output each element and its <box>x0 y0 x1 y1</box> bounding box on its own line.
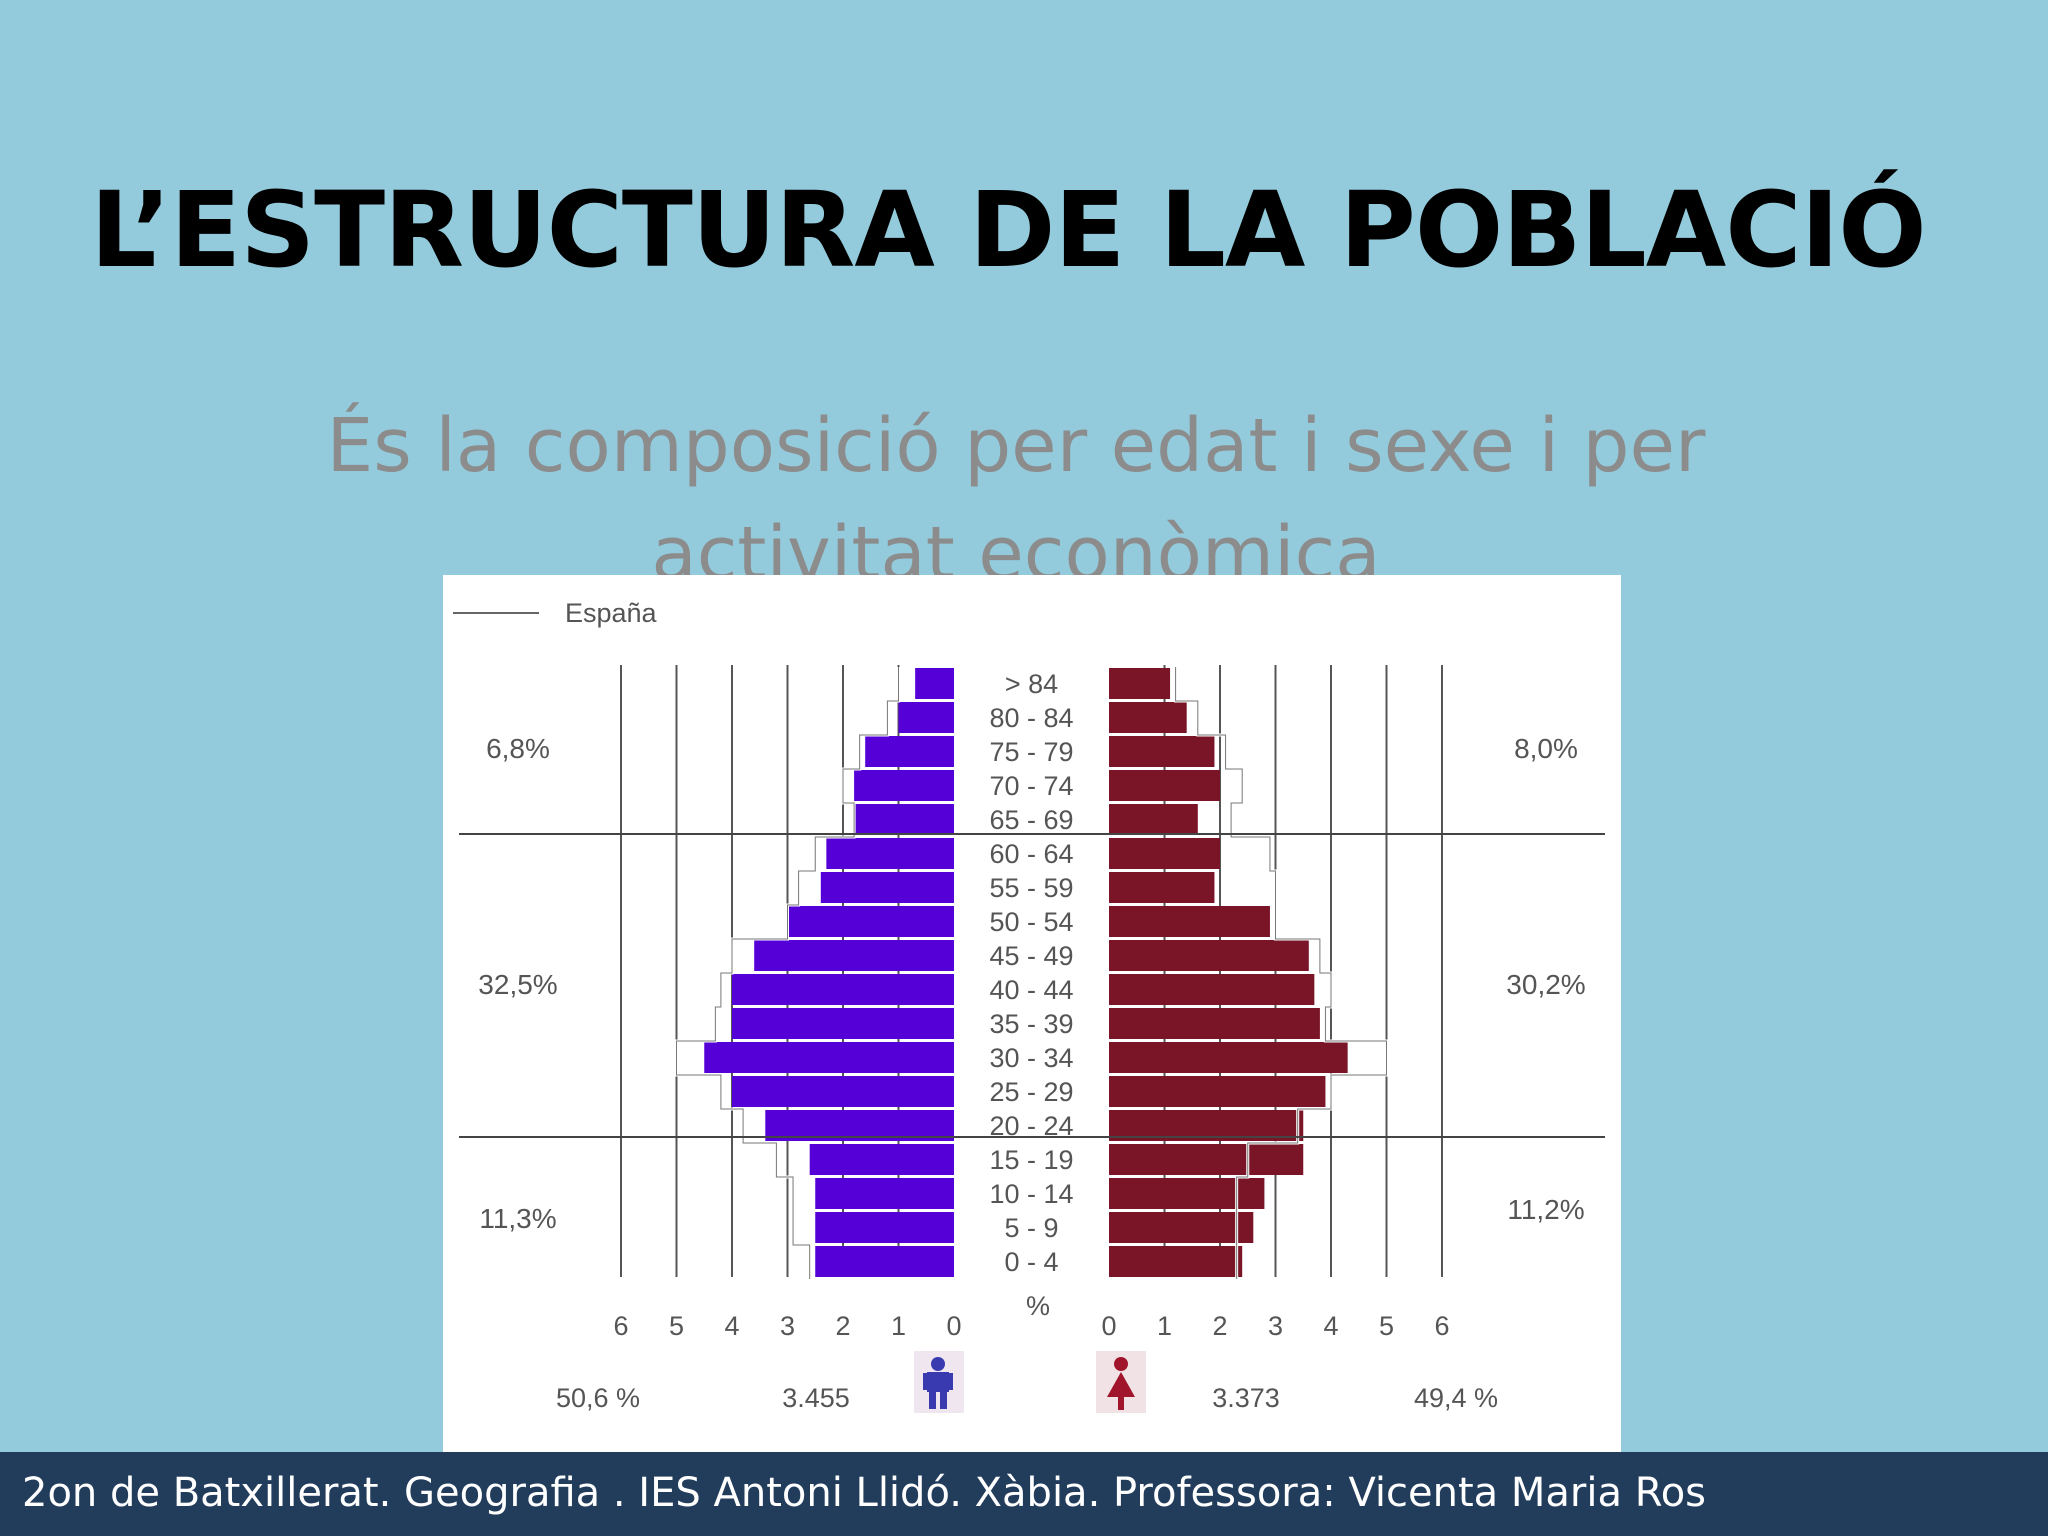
male-bar-14 <box>809 1144 954 1175</box>
slide-subtitle: És la composició per edat i sexe i per a… <box>0 392 2032 608</box>
group-15-64-right-pct: 30,2% <box>1506 969 1585 1000</box>
female-bar-4 <box>1109 804 1198 835</box>
male-bar-16 <box>815 1212 954 1243</box>
age-label-16: 5 - 9 <box>1004 1213 1058 1243</box>
age-label-0: > 84 <box>1005 669 1058 699</box>
female-bar-14 <box>1109 1144 1304 1175</box>
female-bar-1 <box>1109 702 1187 733</box>
male-bar-17 <box>815 1246 954 1277</box>
male-population-total: 3.455 <box>782 1383 850 1413</box>
age-label-5: 60 - 64 <box>989 839 1073 869</box>
male-bar-11 <box>704 1042 954 1073</box>
female-bar-8 <box>1109 940 1309 971</box>
male-bar-8 <box>754 940 954 971</box>
age-label-6: 55 - 59 <box>989 873 1073 903</box>
age-label-4: 65 - 69 <box>989 805 1073 835</box>
female-bar-12 <box>1109 1076 1326 1107</box>
age-label-12: 25 - 29 <box>989 1077 1073 1107</box>
male-bar-2 <box>865 736 954 767</box>
slide-title: L’ESTRUCTURA DE LA POBLACIÓ <box>90 169 1926 291</box>
age-label-15: 10 - 14 <box>989 1179 1073 1209</box>
male-percent-total: 50,6 % <box>556 1383 640 1413</box>
legend-label: España <box>565 598 658 628</box>
group-0-14-left-pct: 11,3% <box>479 1203 556 1234</box>
female-population-total: 3.373 <box>1212 1383 1280 1413</box>
male-bar-7 <box>787 906 954 937</box>
male-bar-4 <box>854 804 954 835</box>
reference-line-left <box>676 667 899 1279</box>
female-icon <box>1096 1351 1146 1413</box>
tick-left-1: 1 <box>891 1311 906 1341</box>
tick-left-6: 6 <box>613 1311 628 1341</box>
female-bar-11 <box>1109 1042 1348 1073</box>
group-15-64-left-pct: 32,5% <box>478 969 557 1000</box>
male-bar-10 <box>732 1008 954 1039</box>
female-bar-17 <box>1109 1246 1243 1277</box>
age-label-14: 15 - 19 <box>989 1145 1073 1175</box>
tick-right-1: 1 <box>1157 1311 1172 1341</box>
subtitle-line-1: És la composició per edat i sexe i per <box>326 403 1706 489</box>
unit-label: % <box>1026 1291 1050 1321</box>
female-bar-15 <box>1109 1178 1265 1209</box>
footer-bar: 2on de Batxillerat. Geografia . IES Anto… <box>0 1452 2048 1536</box>
age-label-3: 70 - 74 <box>989 771 1073 801</box>
tick-right-2: 2 <box>1212 1311 1227 1341</box>
age-label-8: 45 - 49 <box>989 941 1073 971</box>
female-bar-0 <box>1109 668 1171 699</box>
footer-text: 2on de Batxillerat. Geografia . IES Anto… <box>22 1470 1707 1516</box>
tick-right-6: 6 <box>1434 1311 1449 1341</box>
group-0-14-right-pct: 11,2% <box>1507 1194 1584 1225</box>
age-label-1: 80 - 84 <box>989 703 1073 733</box>
male-bar-6 <box>820 872 954 903</box>
tick-left-0: 0 <box>946 1311 961 1341</box>
age-label-13: 20 - 24 <box>989 1111 1073 1141</box>
tick-right-0: 0 <box>1101 1311 1116 1341</box>
female-bar-5 <box>1109 838 1220 869</box>
female-bar-7 <box>1109 906 1270 937</box>
male-bar-1 <box>898 702 954 733</box>
female-percent-total: 49,4 % <box>1414 1383 1498 1413</box>
age-label-10: 35 - 39 <box>989 1009 1073 1039</box>
male-bar-12 <box>732 1076 954 1107</box>
female-bar-2 <box>1109 736 1215 767</box>
male-bar-13 <box>765 1110 954 1141</box>
female-bar-6 <box>1109 872 1215 903</box>
tick-left-2: 2 <box>835 1311 850 1341</box>
male-icon <box>914 1351 964 1413</box>
tick-left-4: 4 <box>724 1311 739 1341</box>
age-label-17: 0 - 4 <box>1004 1247 1058 1277</box>
population-pyramid-chart: España > 84 80 - 84 75 - 79 70 - 74 65 - 69 6… <box>443 575 1621 1454</box>
tick-left-5: 5 <box>669 1311 684 1341</box>
male-bar-9 <box>732 974 954 1005</box>
male-bar-5 <box>826 838 954 869</box>
female-bar-13 <box>1109 1110 1304 1141</box>
age-label-9: 40 - 44 <box>989 975 1073 1005</box>
male-bar-15 <box>815 1178 954 1209</box>
tick-left-3: 3 <box>780 1311 795 1341</box>
group-65-left-pct: 6,8% <box>486 733 550 764</box>
age-label-7: 50 - 54 <box>989 907 1073 937</box>
pyramid-svg: España > 84 80 - 84 75 - 79 70 - 74 65 - 69 6… <box>453 598 1605 1413</box>
male-bar-0 <box>915 668 954 699</box>
age-label-2: 75 - 79 <box>989 737 1073 767</box>
tick-right-3: 3 <box>1268 1311 1283 1341</box>
legend: España <box>453 598 658 628</box>
female-bar-3 <box>1109 770 1220 801</box>
tick-right-4: 4 <box>1323 1311 1338 1341</box>
female-bar-10 <box>1109 1008 1320 1039</box>
age-label-11: 30 - 34 <box>989 1043 1073 1073</box>
tick-right-5: 5 <box>1379 1311 1394 1341</box>
male-bar-3 <box>854 770 954 801</box>
female-bar-16 <box>1109 1212 1254 1243</box>
female-bar-9 <box>1109 974 1315 1005</box>
reference-line-right <box>1175 667 1387 1279</box>
group-65-right-pct: 8,0% <box>1514 733 1578 764</box>
